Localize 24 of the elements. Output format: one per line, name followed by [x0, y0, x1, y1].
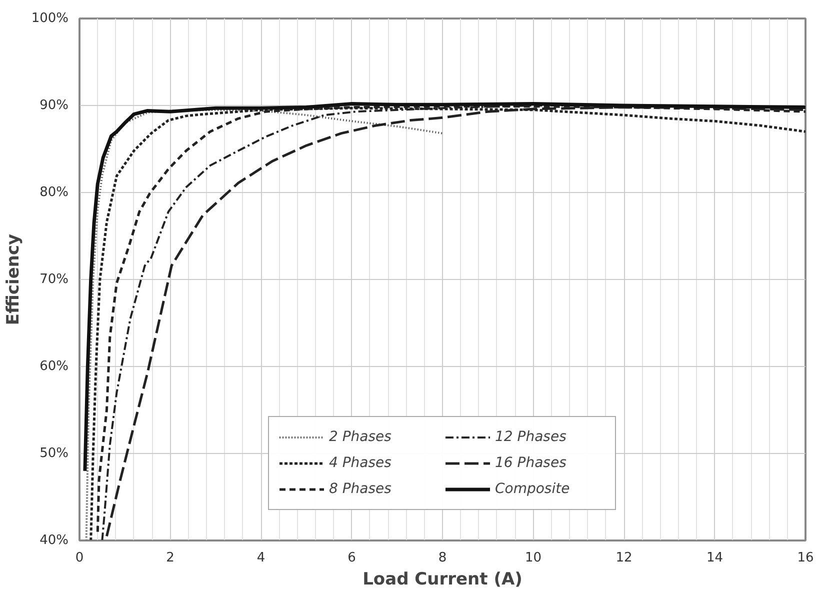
y-tick-label: 50% — [40, 446, 69, 461]
y-tick-label: 70% — [40, 272, 69, 287]
x-tick-label: 2 — [166, 550, 174, 566]
x-tick-label: 10 — [524, 550, 542, 566]
legend-label: 8 Phases — [329, 481, 392, 497]
y-tick-label: 90% — [40, 98, 69, 113]
legend-label: 2 Phases — [329, 429, 392, 445]
legend-label: 16 Phases — [495, 455, 568, 471]
x-axis-title: Load Current (A) — [362, 570, 522, 590]
x-tick-label: 8 — [438, 550, 447, 566]
x-tick-label: 16 — [797, 550, 814, 566]
legend-label: Composite — [495, 481, 571, 497]
y-tick-label: 60% — [40, 359, 69, 374]
x-tick-label: 6 — [348, 550, 356, 566]
y-tick-label: 100% — [31, 11, 69, 26]
x-tick-label: 4 — [256, 550, 266, 566]
legend-label: 12 Phases — [495, 429, 568, 445]
legend-label: 4 Phases — [329, 455, 392, 471]
y-tick-label: 40% — [40, 533, 69, 548]
y-axis-title: Efficiency — [3, 234, 24, 326]
y-tick-label: 80% — [40, 185, 69, 200]
x-tick-label: 12 — [616, 550, 632, 566]
x-tick-label: 14 — [706, 550, 724, 566]
x-tick-label: 0 — [75, 550, 84, 566]
